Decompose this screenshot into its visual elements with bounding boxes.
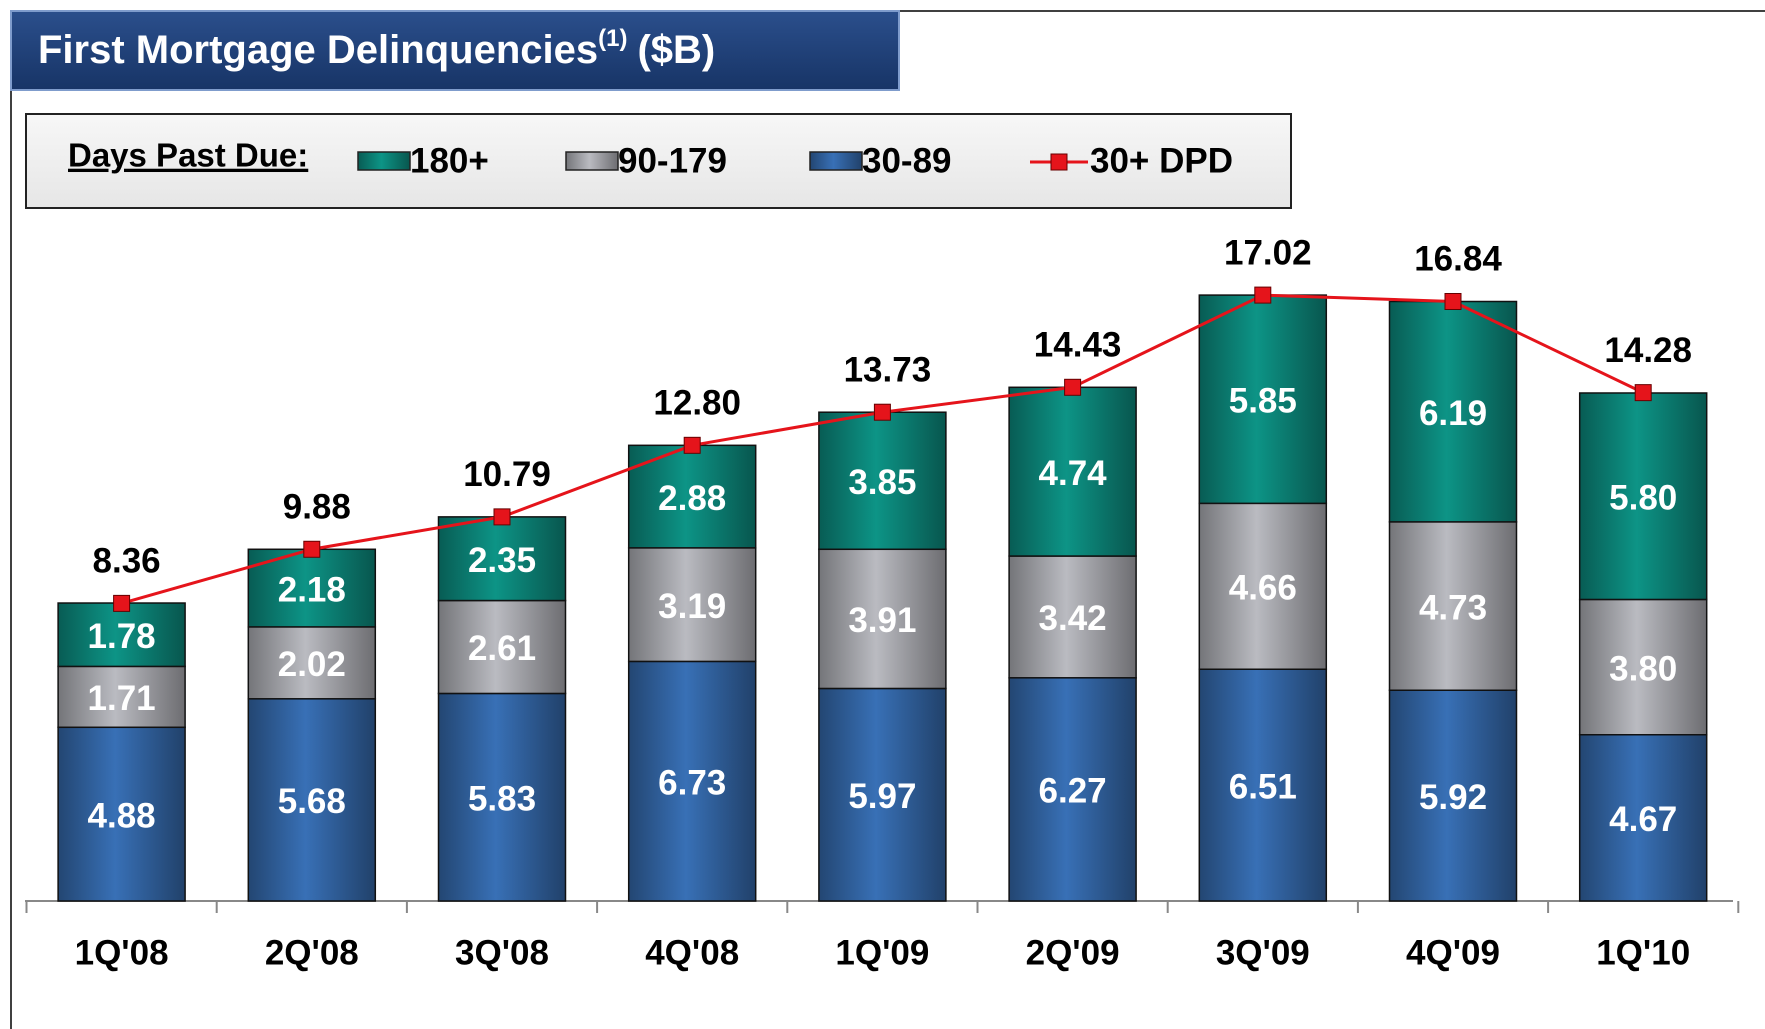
x-tick-label: 1Q'09 <box>835 933 929 972</box>
legend-title: Days Past Due: <box>68 137 308 174</box>
legend-swatch <box>357 151 411 171</box>
bar-segment <box>57 726 186 902</box>
bar-segment <box>437 599 567 695</box>
bar-segment <box>1388 521 1518 691</box>
bar-segment <box>1198 294 1328 505</box>
data-label: 6.73 <box>658 763 726 802</box>
total-label: 14.28 <box>1604 331 1692 370</box>
line-marker <box>683 436 701 454</box>
x-tick-label: 1Q'10 <box>1596 933 1690 972</box>
data-label: 1.71 <box>88 679 156 718</box>
data-label: 6.51 <box>1229 767 1297 806</box>
data-label: 6.19 <box>1419 394 1487 433</box>
bar-segment <box>57 665 186 729</box>
bar-segment <box>627 660 757 902</box>
x-tick-label: 3Q'09 <box>1216 933 1310 972</box>
bar-segment <box>1008 555 1137 679</box>
line-marker <box>1064 378 1082 396</box>
bar-segment <box>818 687 947 902</box>
data-label: 2.35 <box>468 541 536 580</box>
bar-segment <box>1198 668 1328 902</box>
x-tick-label: 2Q'08 <box>265 933 359 972</box>
bar-segment <box>1388 300 1518 523</box>
data-label: 2.02 <box>278 645 346 684</box>
x-tick-label: 2Q'09 <box>1026 933 1120 972</box>
legend: 180+ 90-179 30-89 30+ DPD <box>357 141 1233 180</box>
data-label: 3.19 <box>658 587 726 626</box>
data-label: 5.68 <box>278 782 346 821</box>
bar-segment <box>1388 689 1518 902</box>
data-label: 3.85 <box>848 463 916 502</box>
data-label: 5.92 <box>1419 778 1487 817</box>
data-label: 3.91 <box>848 601 916 640</box>
title-unit: ($B) <box>637 28 715 72</box>
legend-label: 180+ <box>410 141 489 180</box>
line-marker <box>873 403 891 421</box>
total-label: 14.43 <box>1034 326 1122 365</box>
total-label: 12.80 <box>653 384 741 423</box>
line-marker <box>1634 384 1652 402</box>
data-label: 6.27 <box>1039 772 1107 811</box>
data-label: 5.97 <box>848 777 916 816</box>
legend-marker <box>1050 153 1068 171</box>
chart-title: First Mortgage Delinquencies(1) ($B) <box>38 25 715 71</box>
data-label: 3.42 <box>1039 599 1107 638</box>
legend-label: 90-179 <box>618 141 727 180</box>
total-label: 9.88 <box>283 488 351 527</box>
x-tick-label: 4Q'08 <box>645 933 739 972</box>
data-label: 2.61 <box>468 629 536 668</box>
bar-segment <box>247 626 377 700</box>
bar-segment <box>437 516 567 602</box>
line-marker <box>493 508 511 526</box>
total-label: 10.79 <box>463 455 551 494</box>
line-marker <box>1444 292 1462 310</box>
legend-label: 30-89 <box>862 141 952 180</box>
bar-segment <box>818 548 947 690</box>
data-label: 4.88 <box>88 796 156 835</box>
title-box <box>10 10 900 91</box>
x-tick-label: 1Q'08 <box>75 933 169 972</box>
bar-segment <box>1578 598 1708 736</box>
bar-segment <box>57 602 186 668</box>
data-label: 1.78 <box>88 617 156 656</box>
data-label: 3.80 <box>1609 649 1677 688</box>
title-note: (1) <box>598 25 627 52</box>
data-label: 5.83 <box>468 779 536 818</box>
line-marker <box>113 594 131 612</box>
data-label: 2.18 <box>278 570 346 609</box>
legend-swatch <box>809 151 863 171</box>
bar-segment <box>1198 502 1328 670</box>
x-tick-label: 3Q'08 <box>455 933 549 972</box>
total-label: 17.02 <box>1224 233 1312 272</box>
data-label: 4.74 <box>1039 454 1108 493</box>
bar-segment <box>627 547 757 663</box>
legend-label: 30+ DPD <box>1090 141 1233 180</box>
line-marker <box>1254 286 1272 304</box>
x-tick-label: 4Q'09 <box>1406 933 1500 972</box>
total-label: 8.36 <box>93 542 161 581</box>
data-label: 2.88 <box>658 479 726 518</box>
data-label: 4.73 <box>1419 588 1487 627</box>
bar-segment <box>1578 733 1708 902</box>
line-marker <box>303 540 321 558</box>
plot: 4.88 1.71 1.78 1Q'08 5.68 2.02 2.18 2Q'08 5.83 2.… <box>25 233 1740 972</box>
data-label: 4.66 <box>1229 569 1297 608</box>
bar-segment <box>437 692 567 902</box>
total-label: 16.84 <box>1414 240 1502 279</box>
data-label: 4.67 <box>1609 800 1677 839</box>
legend-swatch <box>565 151 619 171</box>
bar-segment <box>818 411 947 551</box>
bar-segment <box>1008 386 1137 557</box>
title-text: First Mortgage Delinquencies <box>38 28 598 72</box>
data-label: 5.85 <box>1229 381 1297 420</box>
data-label: 5.80 <box>1609 478 1677 517</box>
total-label: 13.73 <box>844 350 932 389</box>
